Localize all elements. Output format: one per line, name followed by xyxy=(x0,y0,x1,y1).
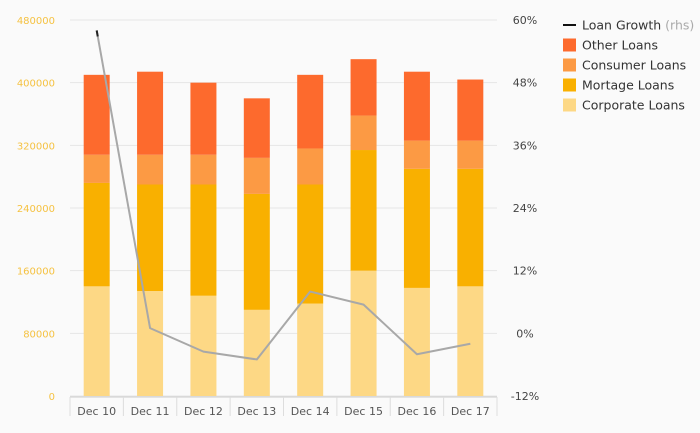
bar-segment-mortage-loans xyxy=(350,150,377,271)
bar-segment-corporate-loans xyxy=(350,270,377,396)
bar-segment-other-loans xyxy=(350,59,377,116)
legend-label-rhs-note: (rhs) xyxy=(661,18,694,33)
x-axis-tick: Dec 11 xyxy=(131,405,170,418)
bar-segment-mortage-loans xyxy=(243,193,270,310)
loan-growth-line-path xyxy=(95,30,471,361)
bar-segment-consumer-loans xyxy=(297,148,324,185)
legend-label-consumer-loans: Consumer Loans xyxy=(582,58,686,73)
x-axis-tick: Dec 17 xyxy=(451,405,490,418)
bar-segment-corporate-loans xyxy=(243,309,270,396)
bar-segment-other-loans xyxy=(457,79,484,141)
left-axis-tick: 240000 xyxy=(17,204,55,215)
x-axis-tick: Dec 16 xyxy=(398,405,437,418)
x-axis: Dec 10 Dec 11 Dec 12 Dec 13 Dec 14 Dec 15 Dec … xyxy=(69,396,498,418)
bar-segment-corporate-loans xyxy=(403,287,430,396)
bar-segment-other-loans xyxy=(297,74,324,149)
right-axis-tick: 12% xyxy=(513,265,537,278)
bar-segment-mortage-loans xyxy=(83,182,110,287)
x-axis-tick: Dec 12 xyxy=(184,405,223,418)
gridlines xyxy=(70,19,497,397)
bar-segment-consumer-loans xyxy=(457,140,484,169)
legend-label-other-loans: Other Loans xyxy=(582,38,658,53)
right-axis-tick: 48% xyxy=(513,77,537,90)
bar-segment-mortage-loans xyxy=(297,184,324,304)
left-axis-tick: 160000 xyxy=(17,267,55,278)
bar-segment-consumer-loans xyxy=(83,154,110,183)
right-axis-tick: 24% xyxy=(513,202,537,215)
bar-segment-mortage-loans xyxy=(190,184,217,296)
legend-swatch-consumer-loans xyxy=(563,58,576,72)
left-axis-tick: 400000 xyxy=(17,79,55,90)
left-axis-ticks: 0 80000 160000 240000 320000 400000 480000 xyxy=(17,16,55,403)
bar-segment-other-loans xyxy=(137,71,164,155)
bar-segment-corporate-loans xyxy=(457,286,484,396)
loan-growth-line-start xyxy=(95,30,99,37)
bar-segment-mortage-loans xyxy=(457,168,484,287)
legend: Loan Growth (rhs) Other Loans Consumer Loa… xyxy=(563,18,694,113)
left-axis-tick: 480000 xyxy=(17,16,55,27)
left-axis-tick: 80000 xyxy=(23,329,55,340)
bar-segment-corporate-loans xyxy=(190,295,217,396)
bar-segment-corporate-loans xyxy=(137,291,164,396)
x-axis-tick: Dec 13 xyxy=(237,405,276,418)
legend-swatch-mortage-loans xyxy=(563,78,576,92)
bar-segment-corporate-loans xyxy=(83,286,110,396)
right-axis-ticks: -12% 0% 12% 24% 36% 48% 60% xyxy=(511,14,539,403)
x-axis-tick: Dec 14 xyxy=(291,405,330,418)
right-axis-tick: 60% xyxy=(513,14,537,27)
bar-segment-corporate-loans xyxy=(297,303,324,396)
right-axis-tick: 36% xyxy=(513,139,537,152)
legend-label-corporate-loans: Corporate Loans xyxy=(582,98,685,113)
bar-segment-mortage-loans xyxy=(403,168,430,288)
right-axis-tick: 0% xyxy=(516,327,533,340)
legend-swatch-corporate-loans xyxy=(563,98,576,112)
bar-segment-other-loans xyxy=(83,74,110,155)
legend-label-mortage-loans: Mortage Loans xyxy=(582,78,674,93)
bar-segment-consumer-loans xyxy=(137,154,164,185)
loan-growth-line xyxy=(95,30,471,361)
left-axis-tick: 320000 xyxy=(17,141,55,152)
bar-stacks xyxy=(83,59,484,396)
bar-segment-consumer-loans xyxy=(350,115,377,151)
legend-swatch-other-loans xyxy=(563,38,576,52)
x-axis-tick: Dec 10 xyxy=(77,405,116,418)
bar-segment-consumer-loans xyxy=(243,157,270,194)
left-axis-tick: 0 xyxy=(49,392,55,403)
bar-segment-consumer-loans xyxy=(190,154,217,185)
x-axis-tick: Dec 15 xyxy=(344,405,383,418)
bar-segment-other-loans xyxy=(403,71,430,141)
bar-segment-mortage-loans xyxy=(137,184,164,292)
right-axis-tick: -12% xyxy=(511,390,539,403)
legend-label-loan-growth: Loan Growth (rhs) xyxy=(582,18,694,33)
bar-segment-other-loans xyxy=(190,82,217,155)
bar-segment-other-loans xyxy=(243,98,270,158)
bar-segment-consumer-loans xyxy=(403,140,430,169)
